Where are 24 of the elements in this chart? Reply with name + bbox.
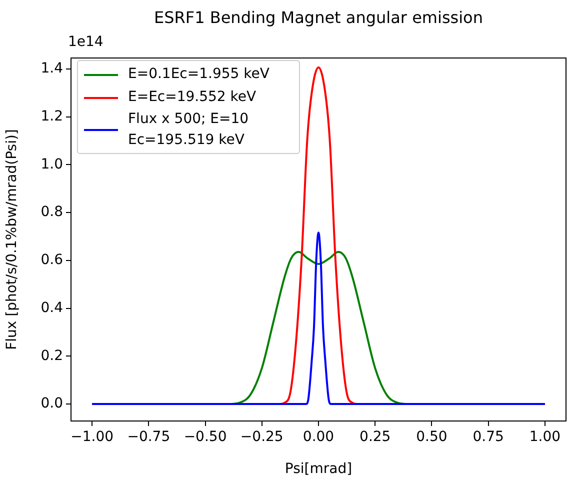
x-tick-label: −0.50 [184, 429, 227, 446]
y-tick-label: 0.2 [40, 348, 63, 364]
y-tick-label: 1.4 [40, 60, 64, 77]
x-tick-label: 0.25 [360, 429, 391, 446]
x-tick-label: 1.00 [529, 429, 561, 446]
legend-label: E=Ec=19.552 keV [128, 88, 256, 107]
y-tick-label: 0.0 [40, 396, 63, 412]
x-tick-label: −1.00 [70, 429, 114, 446]
x-tick-label: 0.75 [472, 429, 504, 446]
x-axis-title: Psi[mrad] [284, 461, 352, 478]
x-tick-label: 0.00 [302, 429, 334, 446]
legend-label: Flux x 500; E=10 Ec=195.519 keV [128, 110, 250, 150]
legend-label: E=0.1Ec=1.955 keV [128, 65, 270, 84]
text: 1e14 [68, 34, 104, 50]
y-axis-title: Flux [phot/s/0.1%bw/mrad(Psi)] [4, 129, 20, 350]
x-tick-label: −0.25 [240, 429, 284, 446]
y-tick-label: 0.8 [40, 204, 63, 220]
x-tick-label: 0.50 [416, 429, 448, 446]
x-tick-label: −0.75 [127, 429, 170, 446]
y-tick-label: 0.6 [40, 252, 64, 268]
y-tick-label: 1.0 [40, 156, 63, 172]
chart-title: ESRF1 Bending Magnet angular emission [153, 8, 484, 27]
y-tick-label: 1.2 [40, 108, 63, 125]
y-tick-label: 0.4 [40, 300, 64, 316]
